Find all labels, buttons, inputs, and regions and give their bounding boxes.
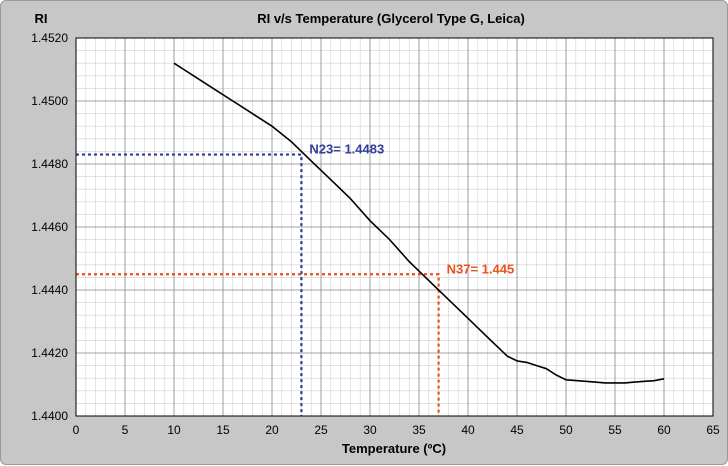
reference-line: [76, 273, 440, 416]
annotation-label: N37= 1.445: [447, 261, 515, 276]
x-tick-label: 60: [657, 423, 671, 437]
y-tick-label: 1.4500: [31, 94, 68, 108]
y-axis-label: RI: [35, 11, 48, 26]
series-line: [173, 62, 665, 384]
x-tick-label: 45: [510, 423, 524, 437]
x-tick-label: 35: [412, 423, 426, 437]
y-tick-label: 1.4400: [31, 409, 68, 423]
series-group: [173, 62, 665, 384]
x-tick-label: 40: [461, 423, 475, 437]
annotations: N23= 1.4483 N37= 1.445: [309, 142, 514, 277]
x-tick-label: 10: [167, 423, 181, 437]
annotation-label: N23= 1.4483: [309, 142, 384, 157]
x-tick-label: 55: [608, 423, 622, 437]
plot-border: [75, 37, 714, 417]
x-tick-label: 50: [559, 423, 573, 437]
y-tick-labels: 1.4400 1.4420 1.4440 1.4460 1.4480 1.4500 1.45…: [31, 31, 68, 423]
y-tick-label: 1.4520: [31, 31, 68, 45]
y-tick-label: 1.4460: [31, 220, 68, 234]
x-tick-label: 25: [314, 423, 328, 437]
x-tick-label: 20: [265, 423, 279, 437]
reference-lines: [76, 153, 440, 416]
x-tick-label: 5: [122, 423, 129, 437]
y-tick-label: 1.4480: [31, 157, 68, 171]
chart-title: RI v/s Temperature (Glycerol Type G, Lei…: [257, 11, 525, 26]
x-tick-label: 65: [706, 423, 720, 437]
y-tick-label: 1.4440: [31, 283, 68, 297]
x-tick-label: 30: [363, 423, 377, 437]
x-tick-labels: 0 5 10 15 20 25 30 35 40 45 50 55 60 65: [73, 423, 720, 437]
x-axis-label: Temperature (ºC): [342, 441, 446, 456]
x-tick-label: 0: [73, 423, 80, 437]
y-tick-label: 1.4420: [31, 346, 68, 360]
x-tick-label: 15: [216, 423, 230, 437]
